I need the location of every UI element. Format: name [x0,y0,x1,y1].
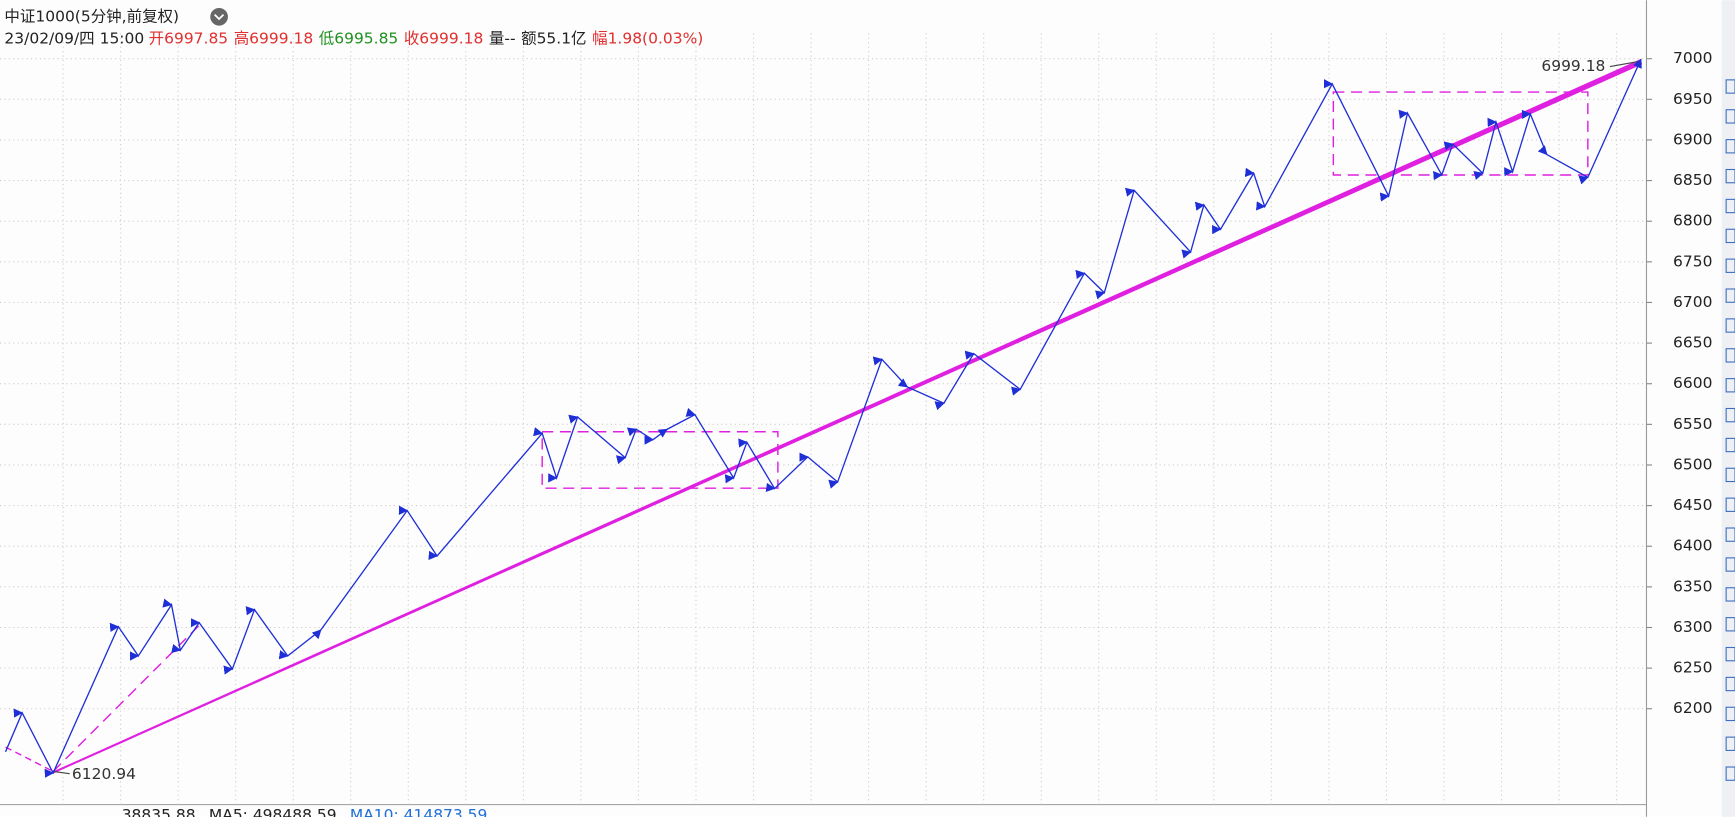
tool-icon[interactable] [1725,766,1735,781]
tool-icon[interactable] [1725,168,1735,184]
tool-icon[interactable] [1725,288,1735,303]
y-tick-label: 6850 [1673,171,1712,189]
tool-icon[interactable] [1725,139,1735,154]
tool-icon[interactable] [1725,198,1735,214]
y-tick-label: 6200 [1673,699,1712,717]
y-tick-label: 6750 [1673,252,1712,270]
tool-icon[interactable] [1725,736,1735,751]
y-tick-label: 6700 [1673,293,1712,311]
info-item: 23/02/09/四 15:00 [4,29,144,47]
info-item: 额55.1亿 [521,29,586,47]
tool-icon[interactable] [1725,706,1735,722]
y-tick-label: 6250 [1673,659,1712,677]
y-tick-label: 6600 [1673,374,1712,392]
info-item: 低6995.85 [319,29,399,47]
info-item: 收6999.18 [404,29,484,47]
zigzag-line [4,58,1642,778]
y-tick-label: 6450 [1673,496,1712,514]
tool-icon[interactable] [1725,587,1735,602]
tool-icon[interactable] [1725,79,1735,94]
tool-icon[interactable] [1725,557,1735,572]
y-tick-label: 6650 [1673,334,1712,352]
y-tick-label: 6350 [1673,577,1712,595]
y-tick-label: 6950 [1673,90,1712,108]
tool-icon[interactable] [1725,258,1735,273]
tool-icon[interactable] [1725,318,1735,333]
title: 中证1000(5分钟,前复权) [4,7,179,25]
annotation: 6999.18 [1541,57,1605,75]
y-tick-label: 6900 [1673,130,1712,148]
dropdown-icon[interactable] [210,7,228,26]
dropdown-chevron [214,13,225,21]
tool-icon[interactable] [1725,617,1735,632]
info-item: 高6999.18 [234,29,314,47]
tool-icon[interactable] [1725,378,1735,393]
indicator: MA5: 498488.59 [209,806,337,817]
tool-icon[interactable] [1725,497,1735,512]
tool-icon[interactable] [1725,109,1735,124]
tool-icon[interactable] [1725,527,1735,542]
tool-icon[interactable] [1725,348,1735,363]
y-tick-label: 6800 [1673,212,1712,230]
info-item: 量-- [489,29,516,47]
y-tick-label: 7000 [1673,49,1712,67]
tool-icon[interactable] [1725,676,1735,692]
tool-icon[interactable] [1725,407,1735,423]
tool-icon[interactable] [1725,646,1735,662]
indicator: 38835.88 [122,806,196,817]
info-item: 幅1.98(0.03%) [592,29,703,47]
y-tick-label: 6500 [1673,455,1712,473]
y-tick-label: 6550 [1673,415,1712,433]
tool-icon[interactable] [1725,467,1735,483]
tool-icon[interactable] [1725,437,1735,453]
tool-icon[interactable] [1725,228,1735,244]
info-item: 开6997.85 [149,29,229,47]
y-tick-label: 6300 [1673,618,1712,636]
annotation: 6120.94 [72,765,136,783]
y-tick-label: 6400 [1673,537,1712,555]
indicator: MA10: 414873.59 [350,806,488,817]
